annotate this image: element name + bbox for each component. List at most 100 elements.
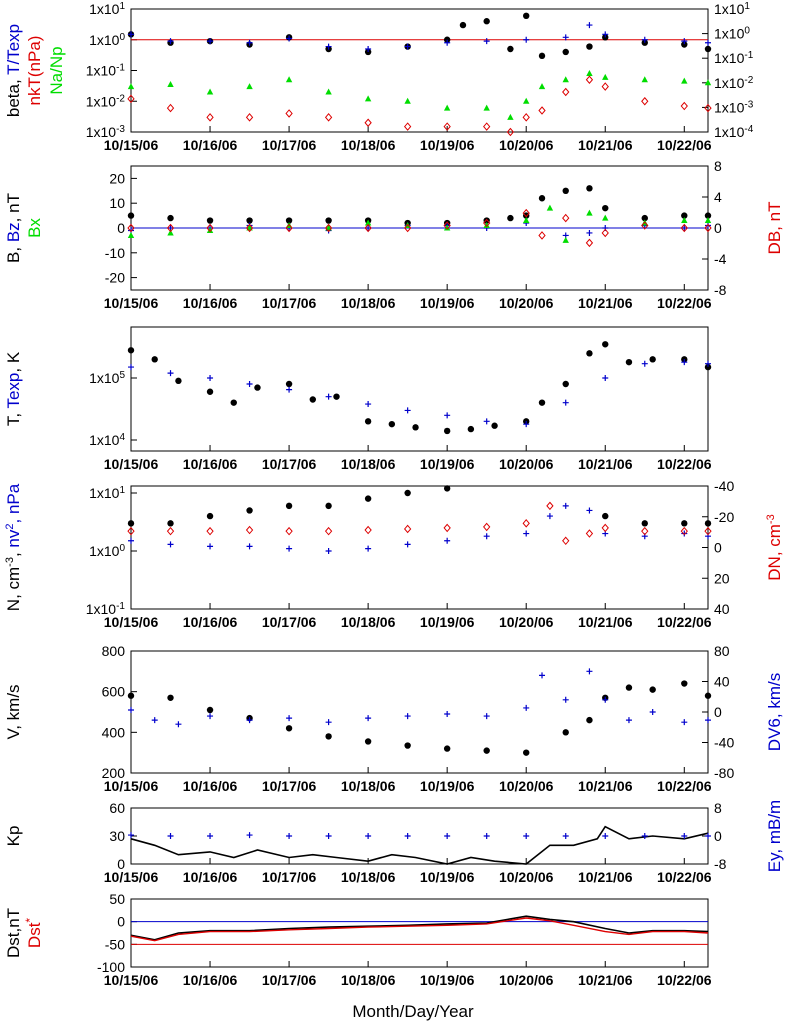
- x-tick-label: 10/17/06: [262, 778, 317, 794]
- data-point: [704, 79, 712, 86]
- data-point: [285, 725, 293, 732]
- data-point: [641, 214, 648, 222]
- data-point: [483, 18, 490, 25]
- data-point: [364, 495, 372, 502]
- data-point: [127, 347, 135, 354]
- y-axis-label-left: N, cm-3, nv2, nPa: [4, 483, 23, 611]
- data-point: [483, 104, 490, 111]
- series-line: [130, 915, 709, 941]
- data-point: [364, 219, 372, 226]
- x-tick-label: 10/15/06: [104, 972, 159, 988]
- data-point: [562, 187, 569, 194]
- data-point: [444, 711, 451, 718]
- data-point: [625, 684, 633, 691]
- data-point: [443, 122, 451, 131]
- y-tick-label-left: 400: [102, 724, 126, 740]
- data-point: [245, 223, 254, 233]
- data-point: [325, 88, 332, 95]
- data-point: [562, 399, 569, 406]
- data-point: [538, 83, 546, 90]
- data-point: [388, 420, 396, 428]
- data-point: [680, 223, 688, 233]
- data-point: [641, 520, 648, 527]
- data-point: [546, 513, 553, 520]
- data-point: [523, 530, 530, 537]
- y-axis-label-left-3: Na/Np: [47, 46, 66, 94]
- data-point: [166, 103, 175, 113]
- x-tick-label: 10/19/06: [420, 869, 475, 885]
- data-point: [175, 377, 182, 385]
- y-axis-label-right: DN, cm-3: [765, 514, 784, 580]
- data-point: [523, 97, 530, 104]
- data-point: [286, 715, 293, 722]
- data-point: [705, 39, 711, 46]
- x-tick-label: 10/22/06: [657, 295, 712, 311]
- data-point: [207, 833, 214, 839]
- x-tick-label: 10/19/06: [420, 778, 475, 794]
- plot-frame: [130, 485, 709, 610]
- y-tick-label-right: 40: [714, 674, 730, 690]
- data-point: [680, 526, 688, 536]
- y-tick-label-right: 40: [714, 601, 730, 617]
- data-point: [602, 31, 609, 38]
- plot-frame: [130, 807, 709, 865]
- data-point: [285, 76, 293, 83]
- data-point: [207, 38, 214, 45]
- data-point: [602, 341, 609, 348]
- x-tick-label: 10/21/06: [578, 456, 633, 472]
- x-tick-label: 10/16/06: [183, 869, 238, 885]
- data-point: [459, 21, 467, 29]
- data-point: [325, 217, 332, 224]
- data-point: [681, 212, 688, 219]
- y-tick-label-left: 800: [102, 643, 126, 659]
- data-point: [206, 226, 214, 233]
- y-axis-label-left: beta, T/Texp: [4, 24, 23, 117]
- y-tick-label-right: 0: [714, 220, 722, 236]
- y-tick-label-right: -4: [714, 251, 727, 267]
- data-point: [585, 529, 594, 538]
- y-tick-label-right: 1x101: [714, 1, 750, 17]
- x-tick-label: 10/16/06: [183, 778, 238, 794]
- data-point: [522, 113, 530, 122]
- x-tick-label: 10/17/06: [262, 295, 317, 311]
- x-tick-label: 10/18/06: [341, 869, 396, 885]
- data-point: [562, 87, 570, 97]
- data-point: [167, 229, 174, 236]
- data-point: [127, 94, 135, 104]
- data-point: [641, 36, 648, 43]
- y-axis-label-right: DB, nT: [765, 202, 784, 255]
- y-tick-label-right: 20: [714, 570, 730, 586]
- data-point: [523, 36, 530, 43]
- x-tick-label: 10/22/06: [657, 869, 712, 885]
- data-point: [538, 195, 546, 202]
- x-tick-label: 10/17/06: [262, 869, 317, 885]
- x-tick-label: 10/20/06: [499, 972, 554, 988]
- data-point: [167, 541, 174, 548]
- data-point: [245, 113, 254, 122]
- data-point: [601, 523, 609, 533]
- y-axis-label-left: Kp: [4, 826, 23, 847]
- data-point: [538, 106, 546, 115]
- data-point: [586, 209, 593, 216]
- data-point: [649, 356, 656, 363]
- data-point: [206, 113, 214, 122]
- data-point: [641, 96, 649, 106]
- data-point: [681, 217, 688, 224]
- data-point: [206, 526, 214, 536]
- data-point: [539, 672, 546, 679]
- data-point: [562, 380, 569, 388]
- data-point: [404, 541, 411, 548]
- data-point: [285, 526, 293, 536]
- data-point: [404, 833, 411, 839]
- data-point: [681, 225, 688, 231]
- data-point: [586, 507, 593, 514]
- y-tick-label-right: 1x10-1: [714, 50, 754, 66]
- y-tick-label-left: 0: [117, 856, 125, 872]
- x-tick-label: 10/20/06: [499, 456, 554, 472]
- y-tick-label-right: 8: [714, 800, 722, 816]
- data-point: [365, 46, 372, 53]
- data-point: [681, 359, 688, 366]
- data-point: [522, 208, 530, 218]
- y-tick-label-right: 1x10-3: [714, 99, 754, 115]
- data-point: [246, 83, 253, 90]
